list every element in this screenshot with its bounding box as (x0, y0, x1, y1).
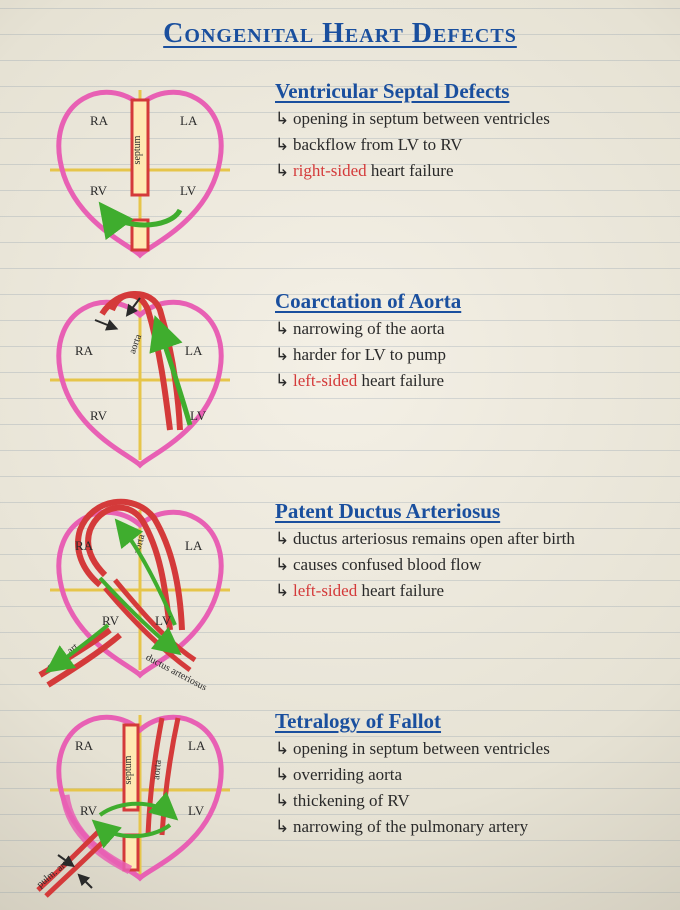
bullet: left-sided heart failure (275, 578, 660, 604)
diagram-pda: aorta pulm. art. ductus arteriosus RA LA… (20, 490, 260, 690)
label-ra: RA (75, 738, 94, 753)
section-tof: septum aorta pulm. art. RA LA RV LV Tetr… (0, 700, 680, 900)
heading-vsd: Ventricular Septal Defects (275, 78, 660, 104)
diagram-tof: septum aorta pulm. art. RA LA RV LV (20, 700, 260, 900)
label-ra: RA (75, 343, 94, 358)
page-title: Congenital Heart Defects (0, 18, 680, 50)
label-aorta: aorta (151, 759, 164, 780)
label-aorta: aorta (127, 332, 144, 355)
bullet: right-sided heart failure (275, 158, 660, 184)
label-rv: RV (102, 613, 120, 628)
bullet: narrowing of the pulmonary artery (275, 814, 660, 840)
label-la: LA (185, 343, 203, 358)
label-rv: RV (80, 803, 98, 818)
bullet: ductus arteriosus remains open after bir… (275, 526, 660, 552)
label-lv: LV (190, 408, 207, 423)
label-septum: septum (123, 755, 134, 784)
bullet: thickening of RV (275, 788, 660, 814)
text-coarctation: Coarctation of Aorta narrowing of the ao… (275, 288, 660, 394)
heading-coarctation: Coarctation of Aorta (275, 288, 660, 314)
text-pda: Patent Ductus Arteriosus ductus arterios… (275, 498, 660, 604)
label-rv: RV (90, 408, 108, 423)
label-la: LA (188, 738, 206, 753)
label-rv: RV (90, 183, 108, 198)
label-ra: RA (90, 113, 109, 128)
label-septum: septum (132, 135, 143, 164)
bullet: overriding aorta (275, 762, 660, 788)
bullet: opening in septum between ventricles (275, 106, 660, 132)
text-vsd: Ventricular Septal Defects opening in se… (275, 78, 660, 184)
section-vsd: septum RA LA RV LV Ventricular Septal De… (0, 70, 680, 270)
heading-tof: Tetralogy of Fallot (275, 708, 660, 734)
section-pda: aorta pulm. art. ductus arteriosus RA LA… (0, 490, 680, 690)
label-lv: LV (188, 803, 205, 818)
label-ra: RA (75, 538, 94, 553)
label-lv: LV (180, 183, 197, 198)
diagram-vsd: septum RA LA RV LV (20, 70, 260, 270)
heading-pda: Patent Ductus Arteriosus (275, 498, 660, 524)
label-la: LA (180, 113, 198, 128)
diagram-coarctation: aorta RA LA RV LV (20, 280, 260, 480)
text-tof: Tetralogy of Fallot opening in septum be… (275, 708, 660, 840)
label-lv: LV (155, 613, 172, 628)
section-coarctation: aorta RA LA RV LV Coarctation of Aorta n… (0, 280, 680, 480)
bullet: narrowing of the aorta (275, 316, 660, 342)
label-la: LA (185, 538, 203, 553)
bullet: left-sided heart failure (275, 368, 660, 394)
bullet: opening in septum between ventricles (275, 736, 660, 762)
bullet: backflow from LV to RV (275, 132, 660, 158)
bullet: causes confused blood flow (275, 552, 660, 578)
bullet: harder for LV to pump (275, 342, 660, 368)
